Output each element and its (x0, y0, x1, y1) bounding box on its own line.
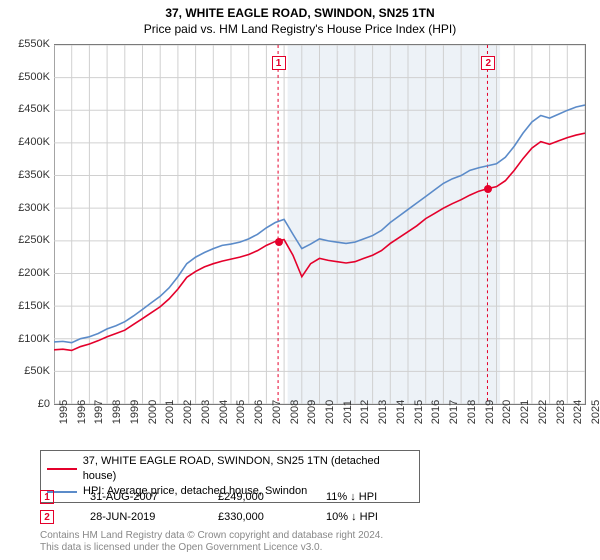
x-tick-label: 2010 (324, 400, 336, 424)
legend-swatch (47, 468, 77, 470)
y-tick-label: £500K (18, 71, 50, 83)
sale-marker-badge: 2 (481, 56, 495, 70)
x-tick-label: 2024 (572, 400, 584, 424)
footer-line-1: Contains HM Land Registry data © Crown c… (40, 530, 383, 542)
x-tick-label: 2007 (271, 400, 283, 424)
x-tick-label: 2006 (253, 400, 265, 424)
legend-label: 37, WHITE EAGLE ROAD, SWINDON, SN25 1TN … (83, 454, 413, 484)
sale-badge: 2 (40, 510, 54, 524)
sale-marker-dot (484, 185, 492, 193)
legend-row: 37, WHITE EAGLE ROAD, SWINDON, SN25 1TN … (47, 454, 413, 484)
plot-area: 12 (54, 44, 586, 404)
sale-row: 2 28-JUN-2019 £330,000 10% ↓ HPI (40, 510, 378, 524)
y-tick-label: £150K (18, 300, 50, 312)
y-tick-label: £300K (18, 202, 50, 214)
x-tick-label: 2002 (182, 400, 194, 424)
sale-row: 1 31-AUG-2007 £249,000 11% ↓ HPI (40, 490, 377, 504)
sale-marker-dot (275, 238, 283, 246)
sale-badge: 1 (40, 490, 54, 504)
x-tick-label: 2018 (466, 400, 478, 424)
chart-title-sub: Price paid vs. HM Land Registry's House … (0, 20, 600, 40)
y-tick-label: £200K (18, 267, 50, 279)
x-tick-label: 2015 (413, 400, 425, 424)
x-tick-label: 2021 (519, 400, 531, 424)
x-tick-label: 2011 (342, 400, 354, 424)
x-tick-label: 2023 (555, 400, 567, 424)
y-tick-label: £550K (18, 38, 50, 50)
sale-date: 28-JUN-2019 (90, 511, 190, 523)
x-tick-label: 1998 (111, 400, 123, 424)
sale-delta: 11% ↓ HPI (326, 491, 377, 503)
sale-price: £330,000 (218, 511, 298, 523)
y-tick-label: £450K (18, 103, 50, 115)
x-tick-label: 2004 (218, 400, 230, 424)
x-tick-label: 1995 (58, 400, 70, 424)
footer-note: Contains HM Land Registry data © Crown c… (40, 530, 383, 554)
sale-marker-badge: 1 (272, 56, 286, 70)
y-axis: £0£50K£100K£150K£200K£250K£300K£350K£400… (10, 44, 52, 404)
x-tick-label: 2013 (377, 400, 389, 424)
x-tick-label: 1996 (76, 400, 88, 424)
x-tick-label: 2022 (537, 400, 549, 424)
x-tick-label: 2014 (395, 400, 407, 424)
x-tick-label: 2019 (484, 400, 496, 424)
sale-date: 31-AUG-2007 (90, 491, 190, 503)
y-tick-label: £0 (38, 398, 50, 410)
x-tick-label: 2000 (147, 400, 159, 424)
chart-title-main: 37, WHITE EAGLE ROAD, SWINDON, SN25 1TN (0, 0, 600, 20)
y-tick-label: £400K (18, 136, 50, 148)
x-tick-label: 2009 (306, 400, 318, 424)
x-tick-label: 2001 (164, 400, 176, 424)
x-tick-label: 2017 (448, 400, 460, 424)
x-tick-label: 2012 (359, 400, 371, 424)
x-tick-label: 2008 (289, 400, 301, 424)
y-tick-label: £100K (18, 333, 50, 345)
y-tick-label: £350K (18, 169, 50, 181)
x-tick-label: 2016 (430, 400, 442, 424)
x-tick-label: 2025 (590, 400, 600, 424)
y-tick-label: £250K (18, 234, 50, 246)
x-axis: 1995199619971998199920002001200220032004… (54, 406, 586, 446)
plot-svg (54, 45, 585, 404)
sale-price: £249,000 (218, 491, 298, 503)
chart-container: 37, WHITE EAGLE ROAD, SWINDON, SN25 1TN … (0, 0, 600, 560)
sale-delta: 10% ↓ HPI (326, 511, 378, 523)
x-tick-label: 2003 (200, 400, 212, 424)
x-tick-label: 2020 (501, 400, 513, 424)
footer-line-2: This data is licensed under the Open Gov… (40, 542, 383, 554)
x-tick-label: 1997 (93, 400, 105, 424)
x-tick-label: 2005 (235, 400, 247, 424)
x-tick-label: 1999 (129, 400, 141, 424)
y-tick-label: £50K (24, 365, 50, 377)
